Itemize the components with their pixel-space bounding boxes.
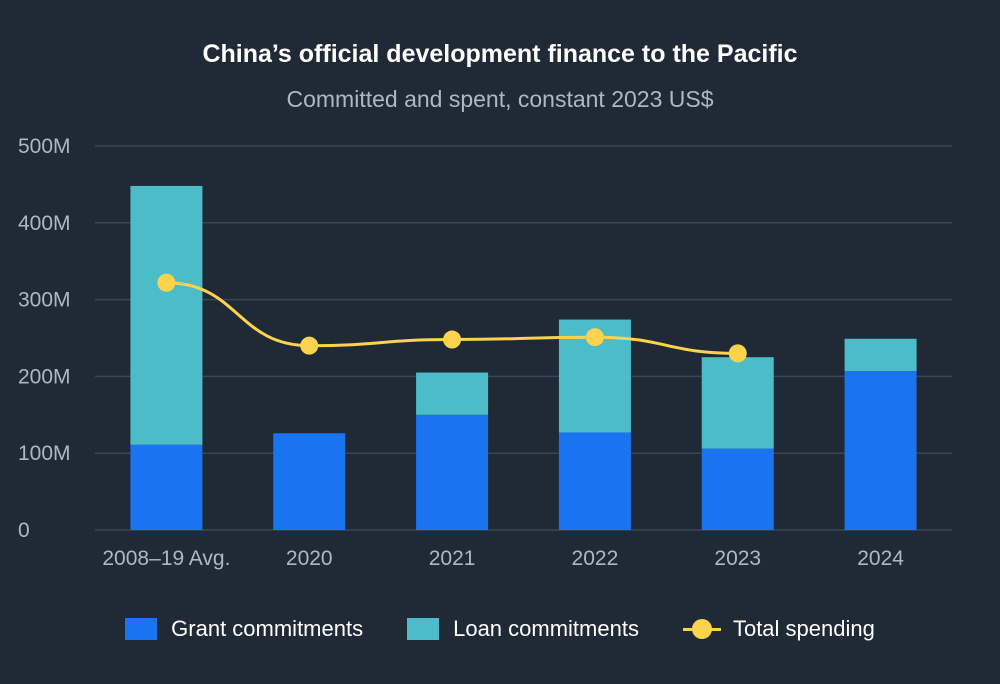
bars: [130, 185, 917, 530]
y-tick-label: 300M: [18, 289, 71, 312]
bar-loan: [844, 338, 917, 372]
bar-grant: [701, 448, 774, 530]
legend-item-grant[interactable]: Grant commitments: [125, 616, 363, 642]
bar-loan: [130, 185, 203, 445]
legend-label-grant: Grant commitments: [171, 616, 364, 641]
bar-grant: [844, 371, 917, 530]
bar-grant: [558, 432, 631, 530]
legend-item-spending[interactable]: Total spending: [682, 616, 875, 642]
x-tick-label: 2022: [572, 547, 619, 570]
gridlines: [95, 145, 952, 531]
spending-point: [728, 344, 747, 363]
spending-point: [443, 330, 462, 349]
legend-item-loan[interactable]: Loan commitments: [407, 616, 639, 642]
chart-title: China’s official development finance to …: [202, 40, 798, 68]
y-axis-ticks: 0 100M 200M 300M 400M 500M: [18, 135, 71, 542]
spending-point: [300, 336, 319, 355]
spending-point: [157, 273, 176, 292]
y-tick-label: 100M: [18, 442, 71, 465]
loan-swatch: [407, 618, 440, 640]
y-tick-label: 400M: [18, 212, 71, 235]
x-tick-label: 2023: [714, 547, 761, 570]
spending-point: [585, 328, 604, 347]
grant-swatch: [125, 618, 158, 640]
x-axis-ticks: 2008–19 Avg. 2020 2021 2022 2023 2024: [102, 547, 904, 570]
y-tick-label: 500M: [18, 135, 71, 158]
bar-loan: [701, 357, 774, 449]
y-tick-label: 200M: [18, 365, 71, 388]
spending-swatch: [682, 618, 721, 640]
bar-grant: [416, 414, 489, 530]
y-tick-label: 0: [18, 519, 30, 542]
bar-loan: [416, 372, 489, 415]
x-tick-label: 2021: [429, 547, 476, 570]
bar-grant: [273, 433, 346, 530]
spending-line: [157, 273, 747, 363]
x-tick-label: 2008–19 Avg.: [102, 547, 230, 570]
x-tick-label: 2020: [286, 547, 333, 570]
bar-grant: [130, 444, 203, 530]
legend-label-spending: Total spending: [732, 616, 875, 641]
chart-subtitle: Committed and spent, constant 2023 US$: [286, 86, 714, 112]
legend: Grant commitments Loan commitments Total…: [0, 616, 1000, 642]
x-tick-label: 2024: [857, 547, 904, 570]
legend-label-loan: Loan commitments: [453, 616, 639, 641]
